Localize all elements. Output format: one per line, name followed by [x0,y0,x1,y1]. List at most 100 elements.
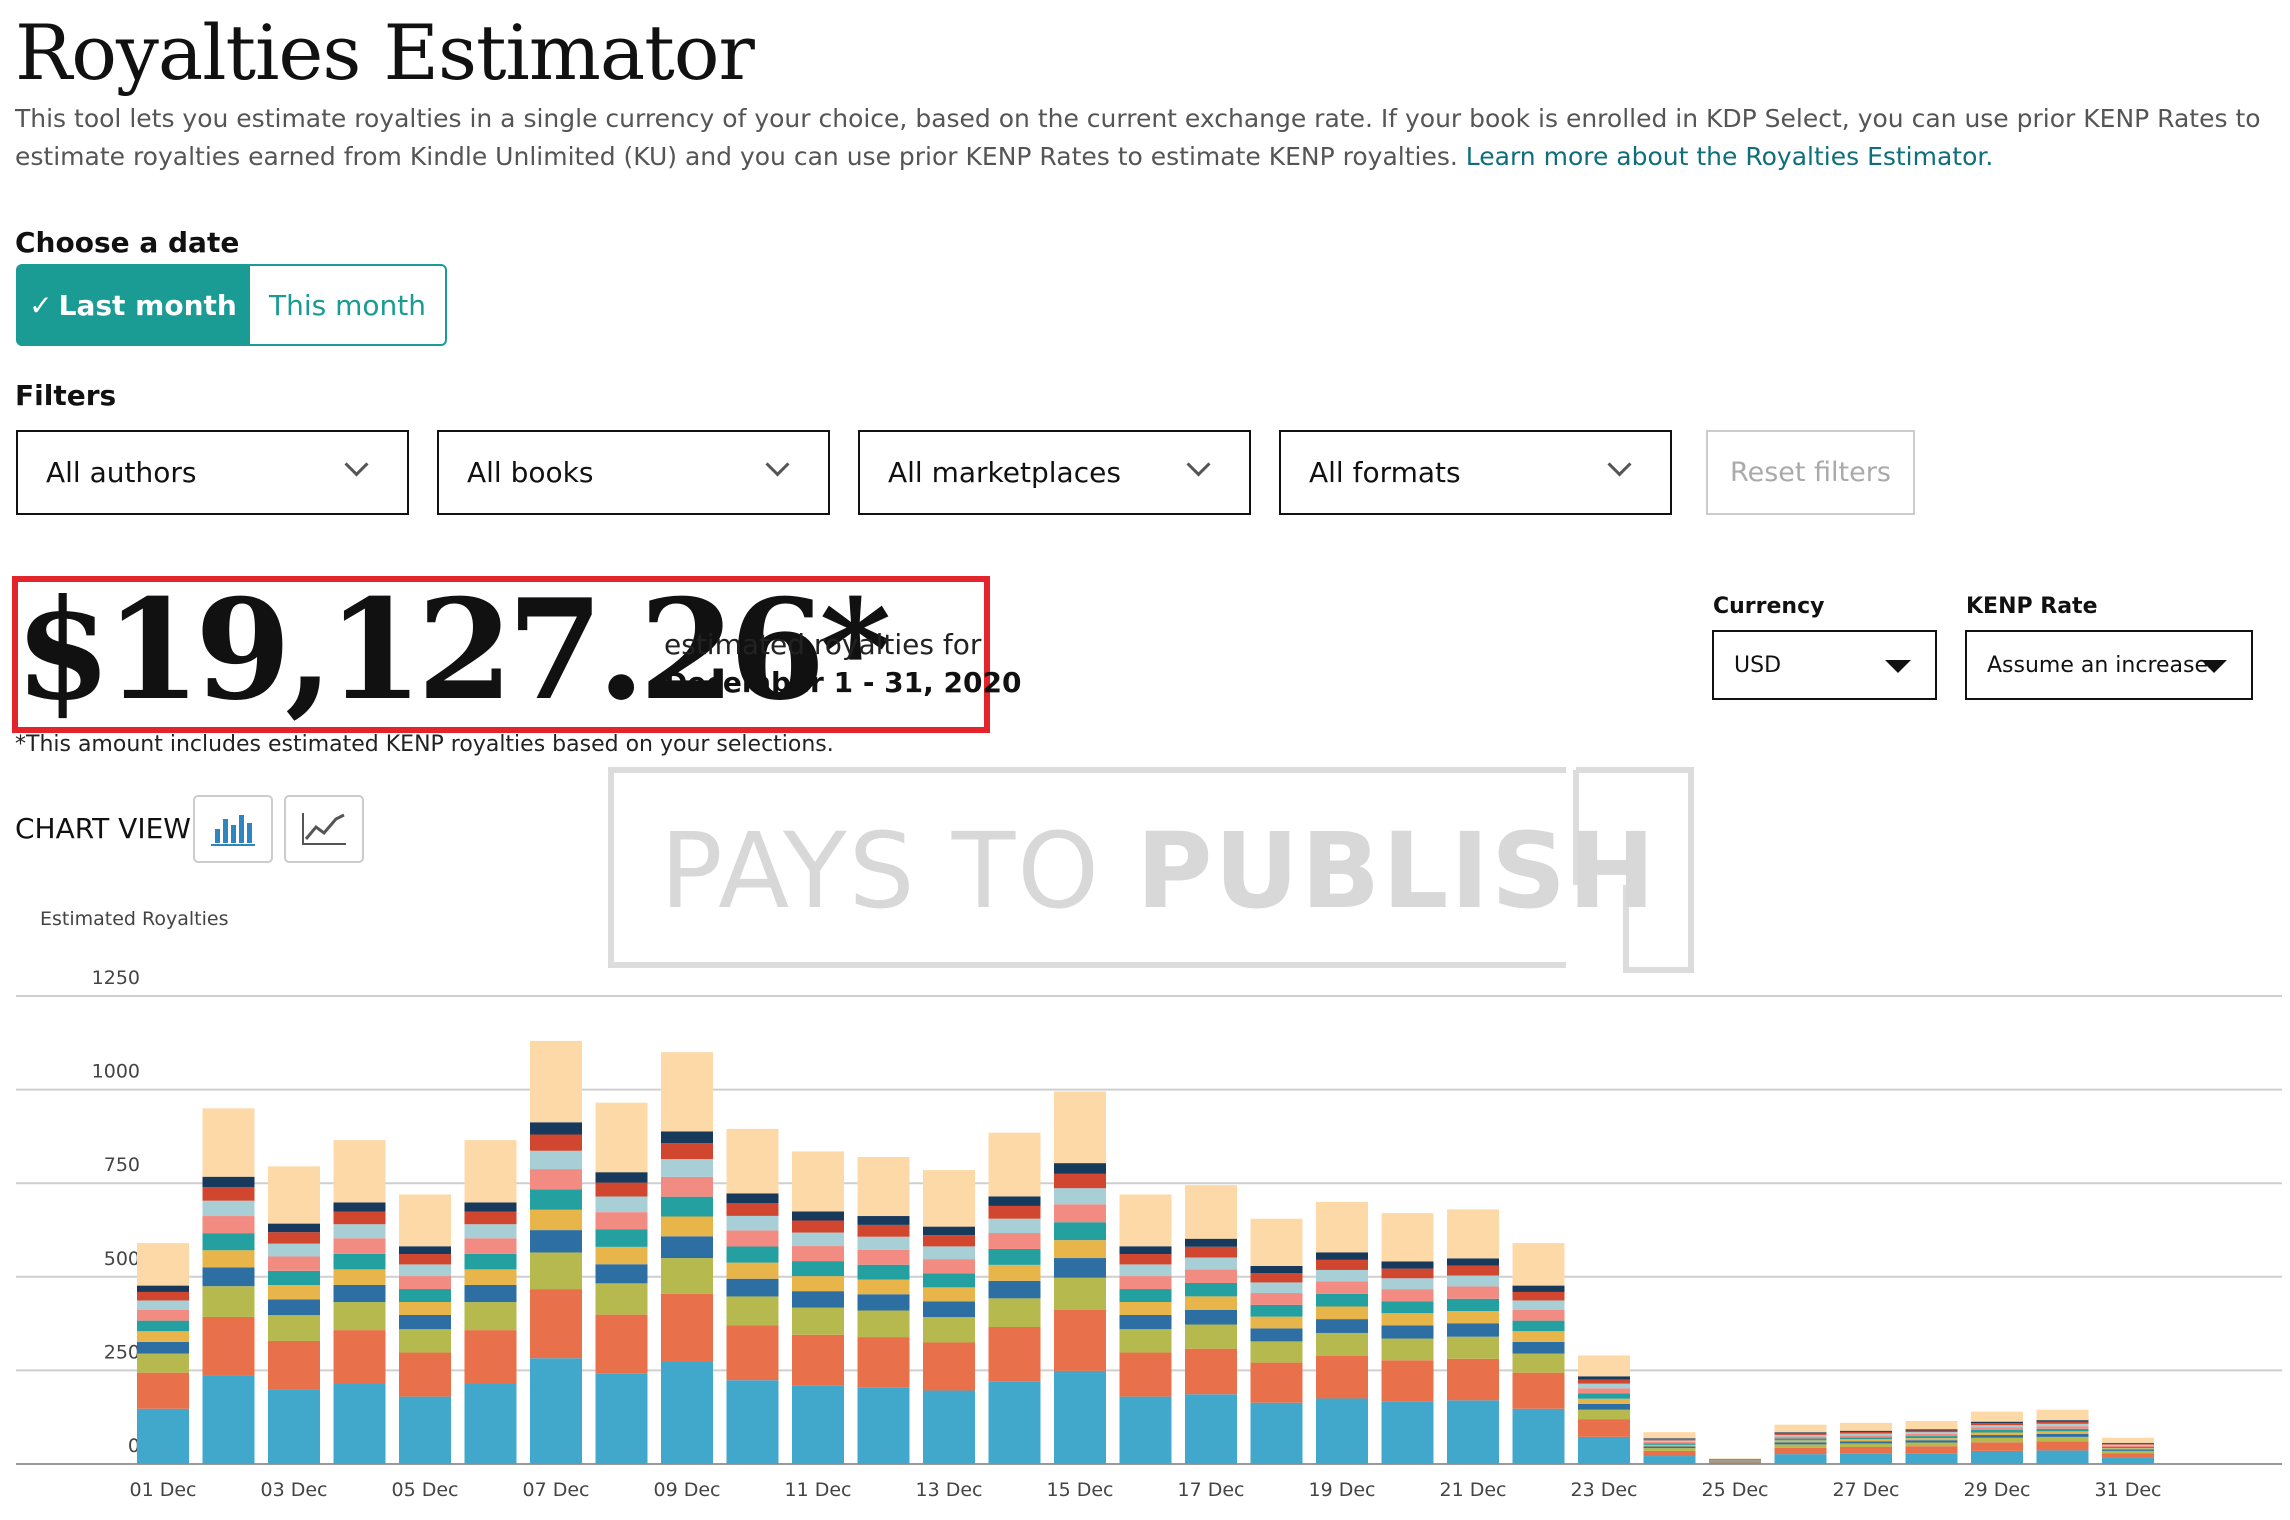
marketplaces-filter-dropdown[interactable]: All marketplaces [858,430,1251,515]
bar-segment [1709,1460,1761,1462]
bar-segment [1119,1352,1172,1397]
kenp-rate-label: KENP Rate [1966,594,2098,619]
royalties-amount: $19,127.26* [15,568,891,731]
bar-segment [792,1334,844,1386]
currency-select[interactable]: USD [1712,630,1937,700]
bar-15-dec[interactable] [1054,1091,1106,1464]
reset-filters-button[interactable]: Reset filters [1706,430,1915,515]
bar-segment [1119,1329,1172,1353]
this-month-button[interactable]: This month [248,264,447,346]
bar-segment [988,1205,1041,1219]
bar-segment [464,1202,517,1212]
bar-segment [988,1264,1041,1281]
bar-segment [923,1226,975,1236]
bar-segment [399,1254,451,1265]
bar-chart-view-button[interactable] [193,795,273,863]
books-filter-dropdown[interactable]: All books [437,430,830,515]
bar-segment [726,1296,779,1326]
bar-09-dec[interactable] [661,1052,713,1464]
bar-segment [2102,1443,2154,1445]
bar-06-dec[interactable] [464,1140,517,1464]
bar-25-dec[interactable] [1709,1458,1761,1464]
bar-21-dec[interactable] [1447,1209,1499,1464]
x-tick-label: 25 Dec [1702,1479,1769,1501]
bar-18-dec[interactable] [1250,1218,1303,1464]
bar-segment [2036,1441,2089,1451]
filters-label: Filters [15,379,117,412]
bar-segment [1709,1459,1761,1460]
bar-01-dec[interactable] [137,1243,189,1464]
bar-11-dec[interactable] [792,1151,844,1464]
learn-more-link[interactable]: Learn more about the Royalties Estimator… [1465,142,1994,171]
bar-segment [1119,1289,1172,1302]
bar-segment [792,1151,844,1212]
bar-segment [1578,1393,1630,1399]
bar-segment [1054,1163,1106,1174]
choose-date-label: Choose a date [15,226,240,259]
bar-segment [1185,1296,1237,1310]
bar-31-dec[interactable] [2102,1437,2154,1464]
bar-14-dec[interactable] [988,1132,1041,1464]
bar-segment [1905,1429,1958,1431]
x-tick-label: 03 Dec [261,1479,328,1501]
bar-30-dec[interactable] [2036,1409,2089,1464]
page-title: Royalties Estimator [15,8,755,97]
authors-filter-value: All authors [46,456,197,489]
bar-segment [333,1253,386,1270]
bar-segment [1250,1316,1303,1329]
bar-segment [137,1331,189,1342]
bar-04-dec[interactable] [333,1140,386,1464]
bar-segment [333,1202,386,1212]
bar-12-dec[interactable] [857,1156,910,1464]
bar-segment [661,1052,713,1132]
bar-26-dec[interactable] [1774,1424,1827,1464]
bar-02-dec[interactable] [202,1108,255,1464]
highlight-box [12,576,990,733]
bar-05-dec[interactable] [399,1194,451,1464]
last-month-button[interactable]: ✓ Last month [16,264,250,346]
line-chart-view-button[interactable] [284,795,364,863]
bar-segment [137,1353,189,1373]
this-month-label: This month [269,288,426,322]
bar-22-dec[interactable] [1512,1243,1565,1464]
bar-segment [1512,1372,1565,1409]
bar-19-dec[interactable] [1316,1201,1368,1464]
bar-27-dec[interactable] [1840,1422,1892,1464]
bar-20-dec[interactable] [1381,1213,1434,1464]
bar-29-dec[interactable] [1971,1411,2023,1464]
bar-segment [464,1140,517,1203]
bar-segment [1250,1328,1303,1342]
bar-segment [988,1298,1041,1328]
bar-segment [792,1307,844,1335]
bar-segment [1185,1282,1237,1297]
bar-segment [923,1273,975,1288]
formats-filter-dropdown[interactable]: All formats [1279,430,1672,515]
bar-segment [202,1186,255,1201]
bar-10-dec[interactable] [726,1128,779,1464]
chevron-down-icon [1186,452,1211,477]
bar-23-dec[interactable] [1578,1355,1630,1464]
bar-08-dec[interactable] [595,1102,648,1464]
bar-segment [1643,1448,1696,1451]
bar-segment [1250,1218,1303,1266]
bar-17-dec[interactable] [1185,1185,1237,1464]
bar-segment [1578,1379,1630,1384]
bar-segment [2036,1433,2089,1437]
bar-28-dec[interactable] [1905,1420,1958,1464]
bar-segment [1316,1355,1368,1399]
bar-16-dec[interactable] [1119,1194,1172,1464]
bar-segment [202,1108,255,1177]
bar-segment [988,1381,1041,1464]
bar-07-dec[interactable] [530,1040,582,1464]
bar-segment [1578,1388,1630,1394]
bar-segment [530,1289,582,1359]
kenp-rate-select[interactable]: Assume an increase [1965,630,2253,700]
bar-03-dec[interactable] [268,1166,320,1464]
authors-filter-dropdown[interactable]: All authors [16,430,409,515]
bar-24-dec[interactable] [1643,1432,1696,1464]
bar-segment [1905,1442,1958,1447]
bar-13-dec[interactable] [923,1170,975,1464]
bar-segment [1185,1348,1237,1395]
bar-segment [1512,1331,1565,1342]
bar-segment [1643,1439,1696,1441]
